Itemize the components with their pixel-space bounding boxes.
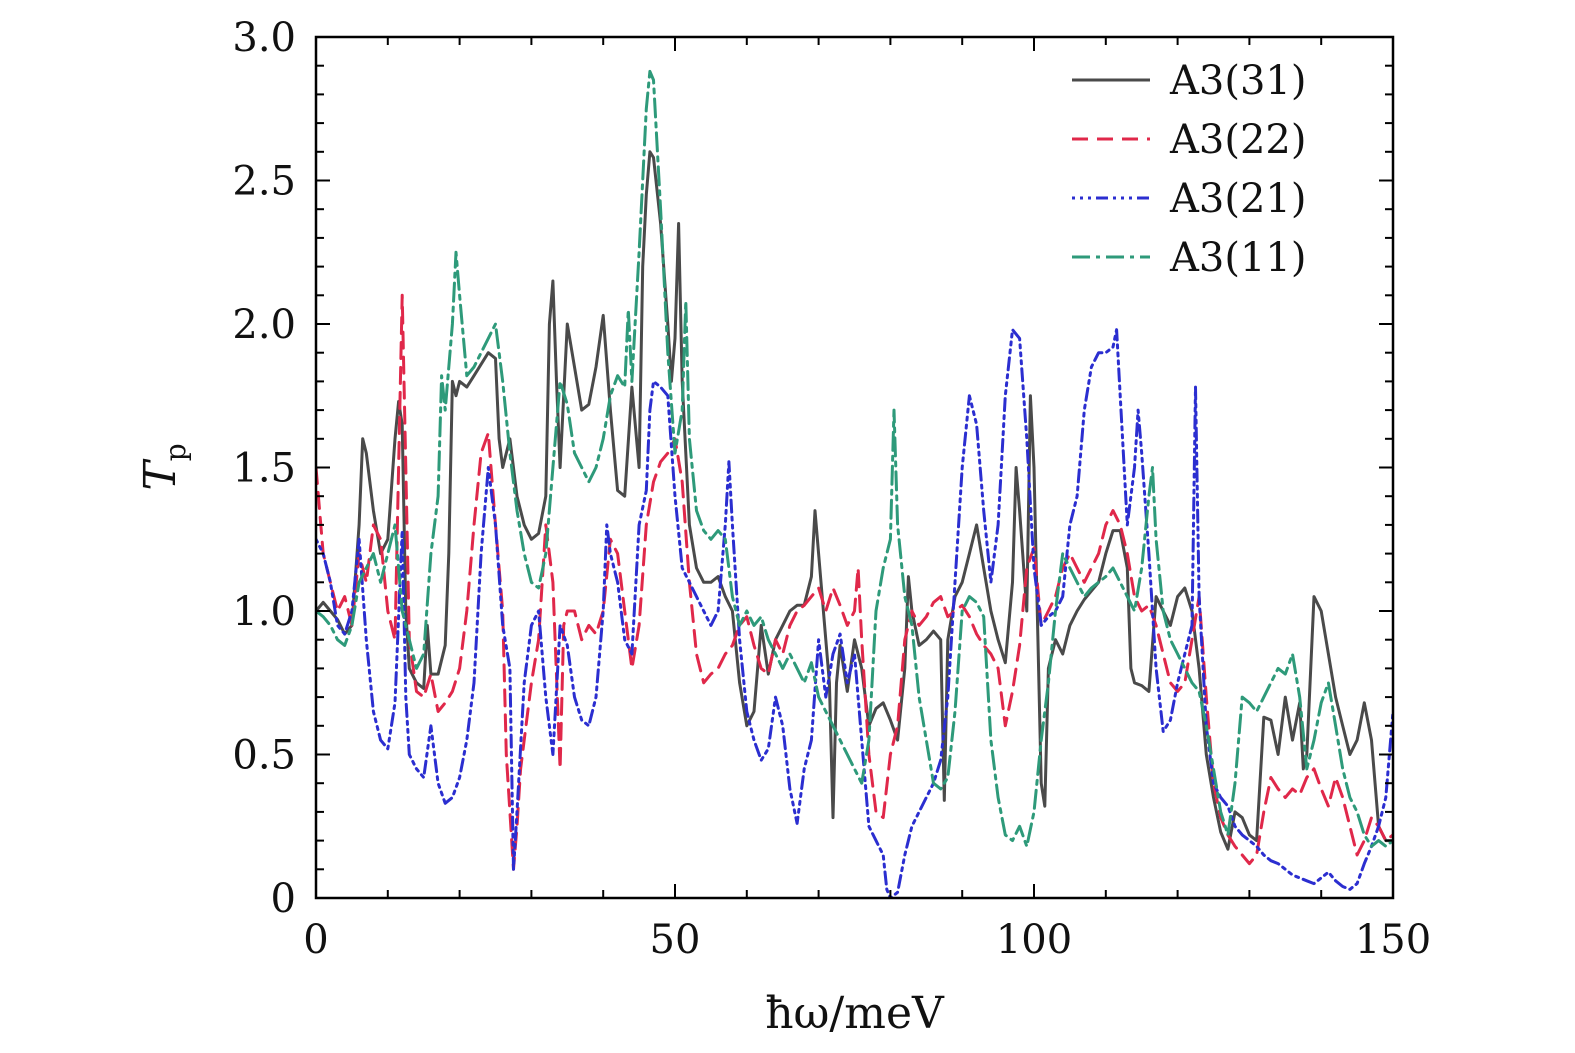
legend: A3(31) A3(22) A3(21) A3(11) [1072,58,1306,281]
x-tick-label: 100 [996,917,1072,963]
x-tick-label: 50 [650,917,701,963]
plot-area [316,69,1393,898]
svg-text:Tp: Tp [135,443,192,490]
y-axis-label-sub: p [159,443,192,461]
y-tick-label: 1.0 [232,589,296,635]
series-line-3 [316,69,1393,848]
legend-label: A3(11) [1169,235,1306,281]
y-tick-label: 0 [271,876,296,922]
series-line-1 [316,293,1393,871]
legend-entry-0: A3(31) [1072,58,1306,104]
legend-entry-3: A3(11) [1072,235,1306,281]
axis-ticks [315,36,1394,899]
legend-entry-1: A3(22) [1072,117,1306,163]
y-tick-label: 0.5 [232,733,296,779]
legend-label: A3(21) [1169,176,1306,222]
series-line-2 [316,328,1393,898]
y-tick-label: 2.0 [232,302,296,348]
y-axis-label: Tp [135,443,192,490]
x-tick-label: 0 [303,917,328,963]
axis-tick-labels: 0 50 100 150 0 0.5 1.0 1.5 2.0 2.5 3.0 [232,15,1431,963]
y-axis-label-main: T [135,458,186,491]
x-axis-label: ħω/meV [765,988,945,1039]
legend-label: A3(31) [1169,58,1306,104]
legend-entry-2: A3(21) [1072,176,1306,222]
y-tick-label: 3.0 [232,15,296,61]
legend-label: A3(22) [1169,117,1306,163]
y-tick-label: 2.5 [232,159,296,205]
x-tick-label: 150 [1355,917,1431,963]
y-tick-label: 1.5 [232,446,296,492]
